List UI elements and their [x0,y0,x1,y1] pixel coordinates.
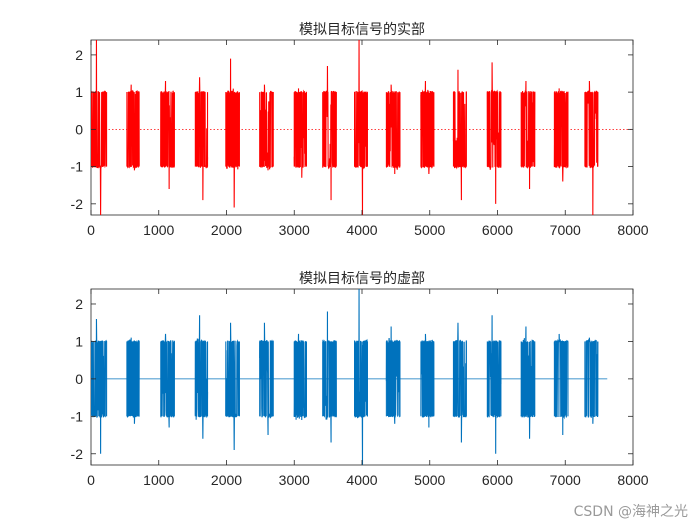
signal-burst [293,333,307,421]
x-tick-label: 8000 [617,222,648,238]
x-tick-label: 4000 [346,472,377,488]
signal-burst [126,84,140,171]
signal-burst [420,333,435,428]
x-tick-label: 2000 [211,472,242,488]
signal-burst [225,58,240,208]
x-tick-label: 3000 [279,222,310,238]
y-tick-label: 2 [75,47,83,63]
x-tick-label: 0 [87,222,95,238]
x-tick-label: 7000 [550,472,581,488]
chart-panel-2: 模拟目标信号的虚部 0 1000 2000 3000 4000 5000 6000 7000 80… [71,271,649,488]
signal-burst [354,289,368,465]
signal-burst [520,80,536,189]
watermark: CSDN @海神之光 [573,504,688,520]
chart-title: 模拟目标信号的实部 [299,22,425,38]
chart-panel-1: 模拟目标信号的实部 0 1000 2000 3000 4000 5000 6000 7000 80… [71,22,649,238]
y-tick-label: 1 [75,84,83,100]
x-tick-label: 1000 [143,472,174,488]
signal-burst [293,88,307,178]
y-tick-label: 0 [75,371,83,387]
signal-burst [486,62,502,204]
signal-burst [385,84,401,175]
signal-burst [452,322,467,443]
y-tick-label: 0 [75,121,83,137]
y-tick-label: -1 [71,408,84,424]
y-tick-label: 2 [75,296,83,312]
signal-burst [126,337,140,424]
signal-burst [452,69,467,201]
x-tick-label: 3000 [279,472,310,488]
signal-burst [584,337,599,424]
x-tick-label: 5000 [414,472,445,488]
x-tick-label: 6000 [482,472,513,488]
x-tick-label: 1000 [143,222,174,238]
signal-burst [259,322,274,436]
y-tick-label: -2 [71,446,84,462]
chart-title: 模拟目标信号的虚部 [299,271,425,287]
signal-burst [520,326,536,439]
signal-burst [160,333,175,428]
signal-burst [322,311,337,443]
signal-burst [160,80,175,189]
x-tick-label: 5000 [414,222,445,238]
x-tick-label: 6000 [482,222,513,238]
signal-burst [259,84,274,171]
signal-burst [354,40,368,215]
signal-burst [486,315,502,454]
x-tick-label: 0 [87,472,95,488]
signal-burst [553,88,569,182]
data-layer [91,289,608,465]
y-tick-label: -2 [71,196,84,212]
x-tick-label: 8000 [617,472,648,488]
signal-burst [194,315,209,439]
signal-burst [194,77,209,201]
signal-burst [420,80,435,175]
x-tick-label: 2000 [211,222,242,238]
signal-burst [322,66,337,201]
y-tick-label: 1 [75,333,83,349]
x-tick-label: 4000 [346,222,377,238]
signal-burst [584,80,599,215]
y-tick-label: -1 [71,159,84,175]
signal-burst [225,322,240,451]
signal-burst [385,326,401,424]
signal-burst [553,333,569,436]
x-tick-label: 7000 [550,222,581,238]
